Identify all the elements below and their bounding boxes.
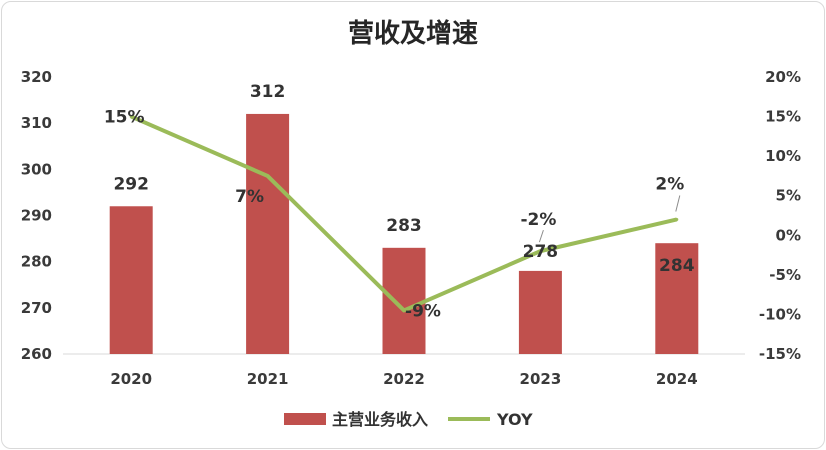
right-tick-label: -10% (759, 305, 801, 323)
line-data-labels: 15% 7% -9% -2% 2% (104, 108, 684, 322)
right-y-axis: -15% -10% -5% 0% 5% 10% 15% 20% (759, 68, 801, 363)
right-tick-label: 15% (765, 108, 801, 126)
line-series (129, 114, 679, 313)
x-tick-label: 2024 (656, 370, 698, 388)
left-tick-label: 280 (21, 253, 52, 271)
bar-series (109, 113, 699, 354)
bar (382, 247, 426, 354)
bar-data-label: 283 (386, 216, 422, 236)
right-tick-label: -5% (769, 266, 801, 284)
left-tick-label: 260 (21, 345, 52, 363)
x-tick-label: 2023 (520, 370, 562, 388)
left-tick-label: 300 (21, 160, 52, 178)
x-axis: 2020 2021 2022 2023 2024 (63, 353, 745, 388)
bar-data-label: 312 (250, 82, 286, 102)
left-y-axis: 260 270 280 290 300 310 320 (21, 68, 52, 363)
yoy-data-label: 15% (104, 108, 145, 128)
yoy-label-leader (538, 229, 544, 243)
yoy-point (266, 174, 270, 178)
yoy-data-label: 2% (655, 174, 684, 194)
chart-title: 营收及增速 (348, 18, 478, 49)
yoy-label-leader (675, 195, 681, 212)
yoy-data-label: -2% (520, 210, 556, 230)
legend-label-bar: 主营业务收入 (332, 410, 428, 429)
bar-data-label: 278 (523, 242, 559, 262)
yoy-point (538, 249, 542, 253)
bar (518, 270, 562, 354)
left-tick-label: 270 (21, 299, 52, 317)
left-tick-label: 320 (21, 68, 52, 86)
x-tick-label: 2022 (383, 370, 425, 388)
bar (109, 206, 153, 354)
x-tick-label: 2020 (110, 370, 152, 388)
yoy-point (129, 115, 133, 119)
x-tick-label: 2021 (247, 370, 289, 388)
bar-data-labels: 292 312 283 278 284 (113, 82, 694, 276)
legend-swatch-bar (284, 413, 326, 425)
bar (246, 113, 290, 354)
left-tick-label: 290 (21, 207, 52, 225)
right-tick-label: -15% (759, 345, 801, 363)
right-tick-label: 0% (776, 226, 801, 244)
yoy-point (402, 308, 406, 312)
right-tick-label: 20% (765, 68, 801, 86)
bar-data-label: 284 (659, 256, 695, 276)
right-tick-label: 10% (765, 147, 801, 165)
yoy-point (675, 217, 679, 221)
bar-data-label: 292 (113, 174, 149, 194)
yoy-data-label: -9% (405, 301, 441, 321)
legend: 主营业务收入 YOY (284, 410, 533, 429)
legend-label-line: YOY (496, 410, 533, 429)
left-tick-label: 310 (21, 114, 52, 132)
right-tick-label: 5% (776, 187, 801, 205)
yoy-data-label: 7% (235, 187, 264, 207)
bar (655, 243, 699, 354)
